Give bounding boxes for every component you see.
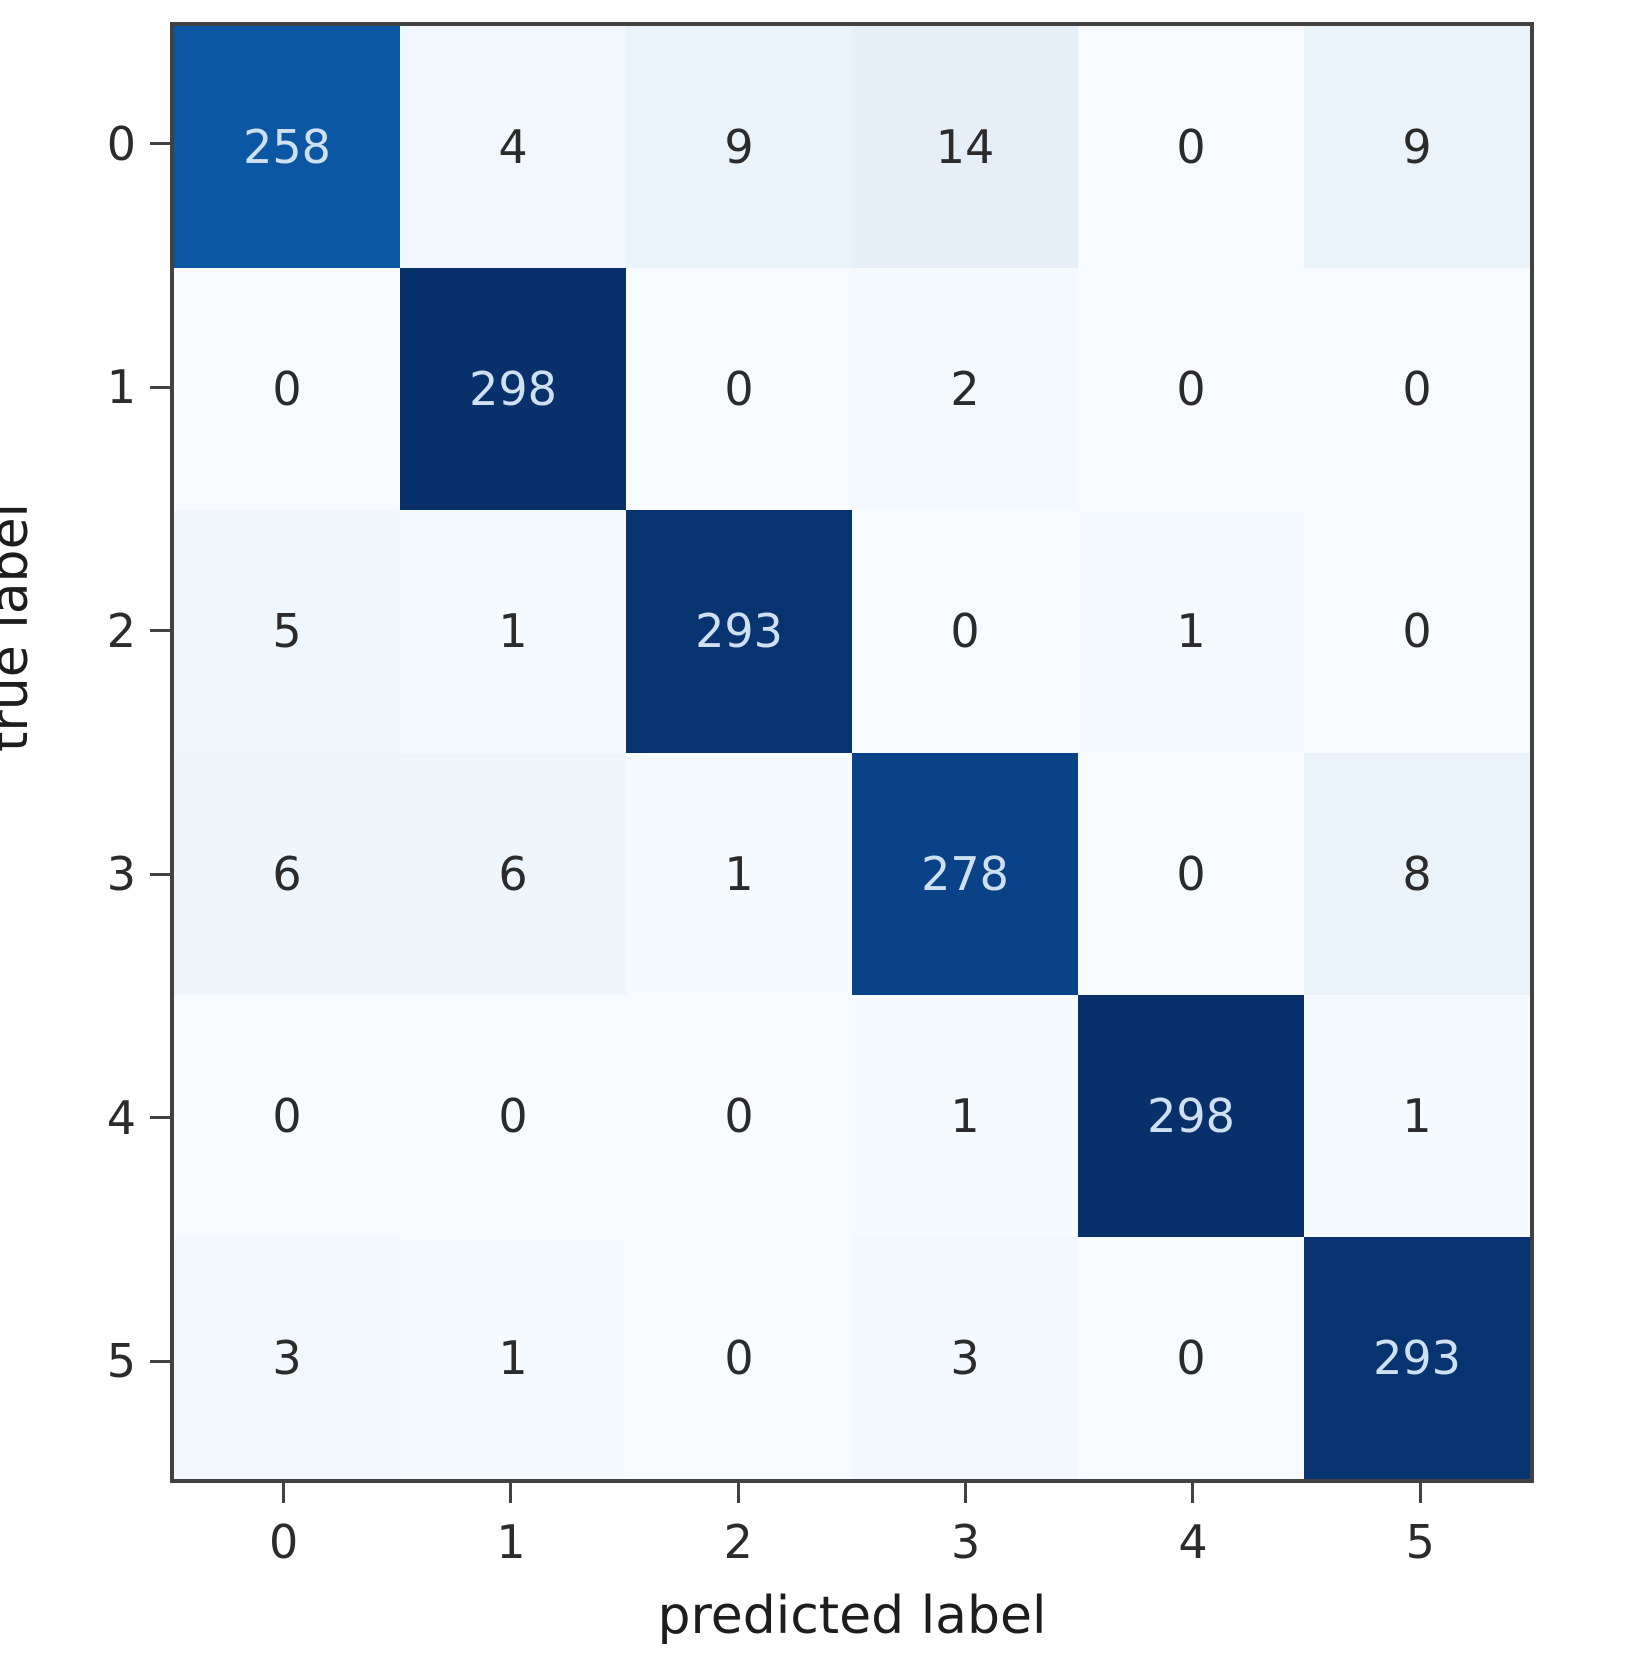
matrix-cell: 14 [852, 26, 1078, 269]
matrix-cell: 0 [400, 994, 626, 1237]
matrix-cell: 0 [174, 994, 400, 1237]
matrix-cell: 9 [626, 26, 852, 269]
x-tick-mark [509, 1483, 513, 1503]
matrix-cell: 3 [174, 1236, 400, 1479]
x-tick-label: 1 [496, 1515, 526, 1569]
matrix-cell: 6 [400, 752, 626, 995]
x-tick-mark [1191, 1483, 1195, 1503]
x-axis-ticks: 0 1 2 3 4 5 [170, 1483, 1534, 1569]
y-tick-mark [150, 629, 170, 633]
matrix-cell: 293 [626, 510, 852, 753]
matrix-cell: 8 [1304, 752, 1530, 995]
x-tick-label: 2 [723, 1515, 753, 1569]
y-axis-ticks: 0 1 2 3 4 5 [0, 22, 170, 1483]
matrix-cell: 3 [852, 1236, 1078, 1479]
matrix-cell: 0 [852, 510, 1078, 753]
x-tick-label: 4 [1178, 1515, 1208, 1569]
matrix-cell: 0 [1078, 268, 1304, 511]
matrix-cell: 5 [174, 510, 400, 753]
x-tick: 1 [397, 1483, 624, 1569]
x-tick: 4 [1079, 1483, 1306, 1569]
y-tick-label: 2 [106, 603, 136, 658]
matrix-cell: 1 [626, 752, 852, 995]
matrix-cell: 1 [400, 1236, 626, 1479]
y-tick: 1 [0, 266, 170, 510]
y-tick-label: 1 [106, 360, 136, 415]
y-tick: 5 [0, 1240, 170, 1484]
matrix-cell: 2 [852, 268, 1078, 511]
y-tick-mark [150, 385, 170, 389]
y-tick-label: 3 [106, 847, 136, 902]
x-tick: 0 [170, 1483, 397, 1569]
heatmap-grid: 258 4 9 14 0 9 0 298 0 2 0 0 5 1 293 0 1 0 6 6 1 278 0 8 0 0 0 1 298… [174, 26, 1530, 1479]
y-tick: 4 [0, 996, 170, 1240]
y-tick-label: 5 [106, 1334, 136, 1389]
x-tick: 2 [625, 1483, 852, 1569]
matrix-cell: 1 [852, 994, 1078, 1237]
x-axis-label: predicted label [657, 1586, 1047, 1646]
matrix-cell: 6 [174, 752, 400, 995]
matrix-cell: 9 [1304, 26, 1530, 269]
y-tick-mark [150, 1116, 170, 1120]
x-tick-mark [736, 1483, 740, 1503]
y-tick-mark [150, 872, 170, 876]
x-tick-mark [1418, 1483, 1422, 1503]
matrix-cell: 298 [400, 268, 626, 511]
matrix-cell: 0 [1304, 510, 1530, 753]
matrix-cell: 4 [400, 26, 626, 269]
y-tick: 2 [0, 509, 170, 753]
matrix-cell: 1 [1078, 510, 1304, 753]
x-tick-mark [282, 1483, 286, 1503]
matrix-cell: 1 [1304, 994, 1530, 1237]
matrix-cell: 0 [1078, 752, 1304, 995]
x-tick-mark [964, 1483, 968, 1503]
matrix-cell: 1 [400, 510, 626, 753]
heatmap-plot-area: 258 4 9 14 0 9 0 298 0 2 0 0 5 1 293 0 1 0 6 6 1 278 0 8 0 0 0 1 298… [170, 22, 1534, 1483]
x-tick-label: 5 [1405, 1515, 1435, 1569]
matrix-cell: 0 [626, 1236, 852, 1479]
matrix-cell: 0 [1078, 26, 1304, 269]
matrix-cell: 0 [626, 268, 852, 511]
y-tick-label: 4 [106, 1090, 136, 1145]
matrix-cell: 293 [1304, 1236, 1530, 1479]
y-tick: 0 [0, 22, 170, 266]
matrix-cell: 278 [852, 752, 1078, 995]
matrix-cell: 0 [1304, 268, 1530, 511]
matrix-cell: 0 [1078, 1236, 1304, 1479]
y-tick-label: 0 [106, 116, 136, 171]
matrix-cell: 0 [626, 994, 852, 1237]
matrix-cell: 258 [174, 26, 400, 269]
y-tick-mark [150, 1359, 170, 1363]
x-tick-label: 0 [269, 1515, 299, 1569]
matrix-cell: 298 [1078, 994, 1304, 1237]
x-tick-label: 3 [951, 1515, 981, 1569]
x-tick: 3 [852, 1483, 1079, 1569]
x-tick: 5 [1307, 1483, 1534, 1569]
y-tick: 3 [0, 753, 170, 997]
y-tick-mark [150, 142, 170, 146]
matrix-cell: 0 [174, 268, 400, 511]
